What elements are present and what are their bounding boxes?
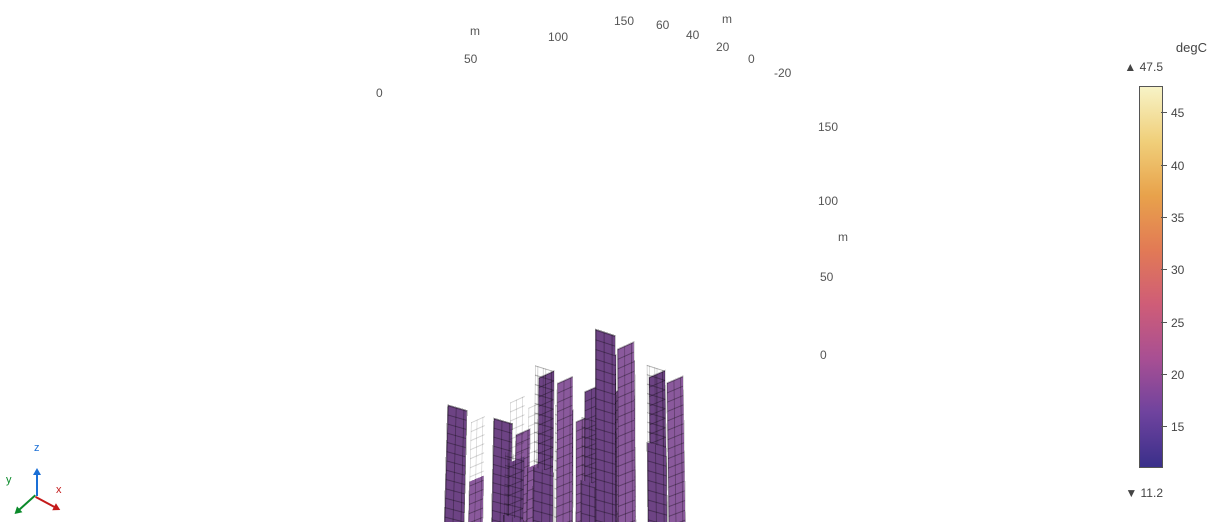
axis-x-label: x <box>56 484 62 496</box>
axis-x-tick: 150 <box>614 14 634 28</box>
colorbar-tick: 30 <box>1171 263 1207 275</box>
axis-y-tick: -20 <box>774 66 791 80</box>
axis-y-tick: 40 <box>686 28 699 42</box>
axis-z-tick: 100 <box>818 194 838 208</box>
colorbar-tick: 25 <box>1171 316 1207 328</box>
colorbar-min: ▼ 11.2 <box>1125 486 1163 500</box>
colorbar-max: ▲ 47.5 <box>1124 60 1163 74</box>
colorbar-tick: 20 <box>1171 368 1207 380</box>
axis-y-unit: m <box>722 12 732 26</box>
axis-y-tick: 0 <box>748 52 755 66</box>
axis-y-tick: 20 <box>716 40 729 54</box>
plot-3d-viewport[interactable] <box>320 5 880 515</box>
axis-y-label: y <box>6 474 12 486</box>
axis-z-tick: 150 <box>818 120 838 134</box>
axis-y-tick: 60 <box>656 18 669 32</box>
axis-z-unit: m <box>838 230 848 244</box>
colorbar-title: degC <box>1176 40 1207 55</box>
axis-x-tick: 50 <box>464 52 477 66</box>
colorbar-tick: 45 <box>1171 106 1207 118</box>
axis-x-unit: m <box>470 24 480 38</box>
axis-x-tick: 0 <box>376 86 383 100</box>
axis-x-tick: 100 <box>548 30 568 44</box>
colorbar: degC ▲ 47.5 ▼ 11.2 45 40 35 30 25 20 15 <box>1107 40 1207 500</box>
coordinate-axes-icon: z y x <box>8 444 68 504</box>
axis-z-tick: 0 <box>820 348 827 362</box>
colorbar-tick: 15 <box>1171 420 1207 432</box>
colorbar-tick: 35 <box>1171 211 1207 223</box>
colorbar-tick: 40 <box>1171 159 1207 171</box>
colorbar-gradient <box>1139 86 1163 468</box>
axis-z-label: z <box>34 442 40 454</box>
axis-z-tick: 50 <box>820 270 833 284</box>
